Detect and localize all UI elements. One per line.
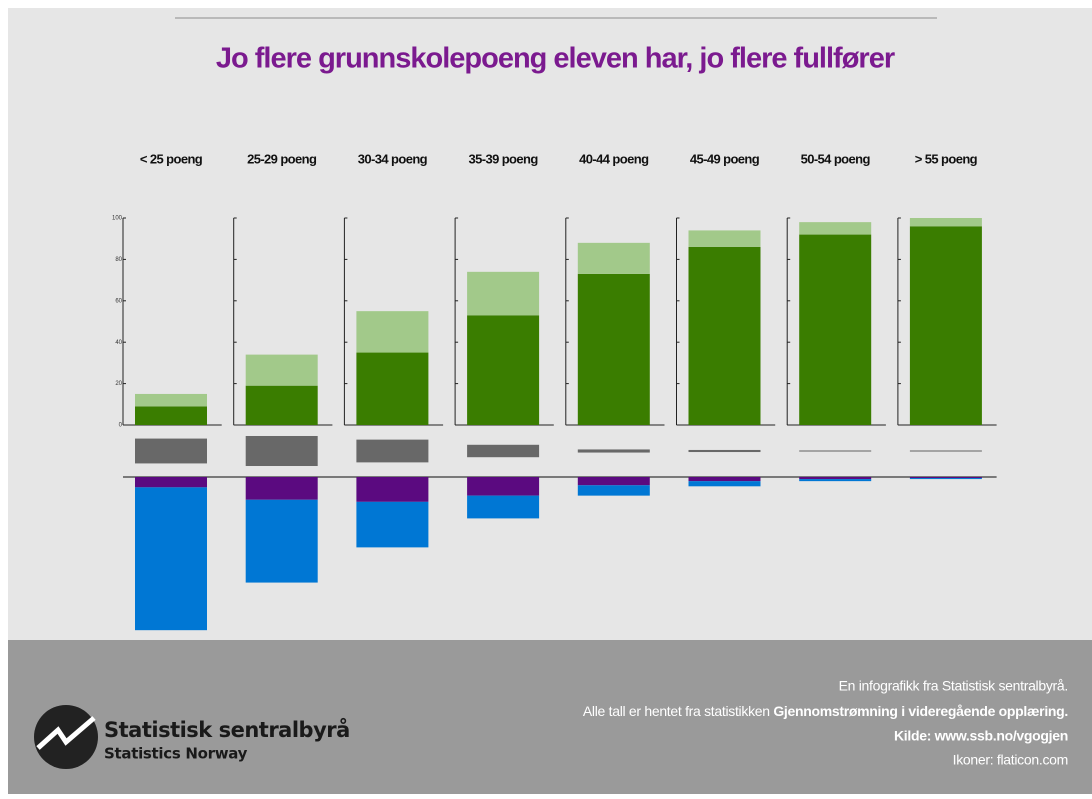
bar-segment <box>799 450 872 452</box>
bar-segment <box>356 311 429 353</box>
bar-segment <box>135 487 207 631</box>
bar-segment <box>688 246 761 425</box>
category-label: 45-49 poeng <box>690 151 760 166</box>
logo-sub: Statistics Norway <box>104 745 248 763</box>
plot: < 25 poeng 0 20 40 60 80 100 25-29 poeng 30-34 p… <box>112 151 997 631</box>
y-tick-label: 20 <box>115 381 122 387</box>
footer-bold: Gjennomstrømning i videregående opplærin… <box>773 703 1068 719</box>
category-label: 25-29 poeng <box>247 151 317 166</box>
logo-line <box>36 716 96 750</box>
bar-segment <box>577 242 650 274</box>
footer-line: Kilde: www.ssb.no/vgogjen <box>894 728 1068 744</box>
bar-segment <box>356 439 429 463</box>
bar-segment <box>909 450 982 452</box>
bar-segment <box>909 226 982 425</box>
bar-segment <box>356 352 429 425</box>
bar-segment <box>467 495 540 519</box>
bar-segment <box>688 230 761 247</box>
footer-band <box>8 640 1092 794</box>
category-label: 40-44 poeng <box>579 151 649 166</box>
bar-segment <box>577 477 650 486</box>
bar-segment <box>467 315 540 425</box>
bar-segment <box>245 477 318 500</box>
bar-segment <box>135 438 207 464</box>
category-label: 30-34 poeng <box>358 151 428 166</box>
y-tick-label: 80 <box>115 257 122 263</box>
y-tick-label: 40 <box>115 340 122 346</box>
bar-segment <box>467 444 540 458</box>
footer-line: En infografikk fra Statistisk sentralbyr… <box>839 678 1068 694</box>
y-tick-label: 100 <box>112 216 123 222</box>
category-label: > 55 poeng <box>915 151 978 166</box>
bar-segment <box>688 481 761 487</box>
bar-segment <box>909 218 982 227</box>
bar-segment <box>245 499 318 583</box>
footer-line: Ikoner: flaticon.com <box>953 752 1068 768</box>
bar-segment <box>799 222 872 235</box>
category-label: < 25 poeng <box>140 151 203 166</box>
bar-segment <box>799 479 872 482</box>
bar-segment <box>356 477 429 502</box>
chart-title: Jo flere grunnskolepoeng eleven har, jo … <box>216 43 895 75</box>
bar-segment <box>799 477 872 480</box>
y-tick-label: 0 <box>119 423 123 429</box>
bar-segment <box>909 478 982 480</box>
logo-circle <box>34 705 98 769</box>
y-tick-label: 60 <box>115 298 122 304</box>
category-label: 50-54 poeng <box>801 151 871 166</box>
bar-segment <box>577 273 650 425</box>
bar-segment <box>467 271 540 316</box>
bar-segment <box>577 449 650 453</box>
footer-line: Alle tall er hentet fra statistikken Gje… <box>583 703 1068 719</box>
bar-segment <box>135 393 207 407</box>
category-label: 35-39 poeng <box>468 151 538 166</box>
bar-segment <box>245 354 318 386</box>
bar-segment <box>909 477 982 479</box>
bar-segment <box>688 449 761 453</box>
footer-text: Alle tall er hentet fra statistikken <box>583 703 773 719</box>
bar-segment <box>245 435 318 467</box>
bar-segment <box>799 234 872 425</box>
bar-segment <box>577 485 650 496</box>
bar-segment <box>135 477 207 488</box>
bar-segment <box>467 477 540 496</box>
bar-segment <box>688 477 761 482</box>
logo-name: Statistisk sentralbyrå <box>104 717 350 742</box>
bar-segment <box>356 501 429 548</box>
bar-segment <box>245 385 318 425</box>
bar-segment <box>135 406 207 425</box>
